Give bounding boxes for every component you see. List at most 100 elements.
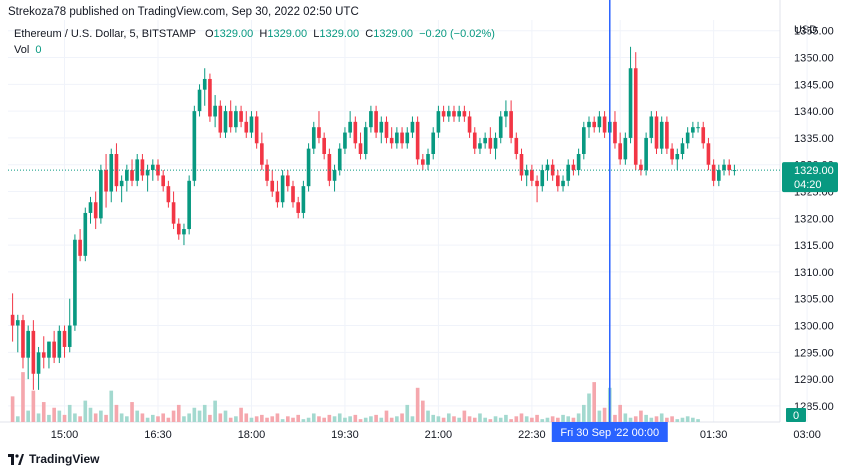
volume-tag (786, 408, 806, 422)
x-tick-label: 21:00 (425, 429, 453, 441)
high-value: 1329.00 (267, 28, 308, 40)
candle-body (317, 127, 321, 138)
volume-bar (545, 417, 550, 422)
volume-bar (343, 417, 347, 422)
volume-bar (504, 414, 508, 422)
y-tick-label: 1335.00 (794, 133, 834, 145)
volume-bar (306, 417, 311, 422)
crosshair-time-label: Fri 30 Sep '22 00:00 (560, 427, 659, 439)
volume-bar (452, 416, 456, 422)
volume-bar (384, 410, 389, 422)
candle-body (280, 175, 285, 203)
volume-legend: Vol 0 (14, 44, 42, 56)
candle-body (57, 330, 62, 358)
volume-bar (597, 410, 602, 422)
volume-bar (654, 416, 659, 422)
candle-body (244, 121, 249, 133)
candle-body (337, 148, 342, 171)
volume-bar (104, 414, 108, 422)
candle-body (182, 229, 186, 235)
volume-bar (99, 410, 103, 422)
volume-bar (156, 416, 160, 422)
change-value: −0.20 (−0.02%) (419, 28, 495, 40)
candle-body (93, 202, 98, 219)
candle-body (618, 143, 622, 160)
candle-body (166, 186, 171, 203)
candle-body (504, 111, 508, 117)
volume-bar (478, 413, 482, 422)
candle-body (150, 164, 155, 171)
candle-body (571, 164, 576, 171)
candle-body (67, 325, 72, 347)
candle-body (228, 111, 233, 128)
candle-body (234, 111, 238, 128)
candle-body (675, 154, 680, 160)
volume-bar (73, 413, 77, 422)
volume-bar (602, 407, 607, 422)
candle-body (15, 320, 20, 326)
candle-body (691, 127, 695, 133)
volume-bar (639, 410, 643, 422)
low-value: 1329.00 (319, 28, 360, 40)
candle-body (197, 89, 202, 112)
volume-bar (348, 416, 352, 422)
candle-body (457, 111, 461, 117)
volume-bar (467, 416, 472, 422)
volume-bar (426, 410, 430, 422)
candle-body (358, 143, 363, 154)
candle-body (680, 143, 685, 154)
candle-body (327, 154, 332, 181)
candle-body (644, 137, 648, 171)
volume-bar (234, 416, 238, 422)
candle-body (706, 143, 711, 165)
candle-body (711, 164, 716, 181)
currency-label: USD (794, 24, 817, 36)
volume-bar (665, 417, 669, 422)
candle-body (613, 121, 617, 144)
volume-bar (192, 407, 197, 422)
volume-bar (369, 416, 373, 422)
candle-body (488, 137, 493, 149)
volume-bar (633, 416, 638, 422)
candle-body (369, 111, 373, 128)
candle-body (83, 212, 88, 256)
candle-body (296, 202, 301, 213)
candle-body (218, 105, 223, 133)
volume-bar (623, 413, 628, 422)
volume-bar (431, 414, 436, 422)
volume-bar (421, 400, 425, 422)
tradingview-footer[interactable]: TradingView (8, 452, 99, 466)
candle-body (467, 116, 472, 133)
volume-bar (556, 417, 560, 422)
volume-bar (67, 404, 72, 422)
candle-body (104, 170, 108, 192)
volume-bar (685, 416, 690, 422)
candle-body (374, 111, 378, 133)
tradingview-brand: TradingView (29, 452, 100, 466)
candle-body (286, 175, 290, 187)
candle-body (62, 330, 67, 347)
x-tick-label: 01:30 (700, 429, 728, 441)
volume-bar (415, 387, 420, 422)
volume-bar (441, 417, 446, 422)
volume-bar (140, 413, 145, 422)
close-value: 1329.00 (373, 28, 413, 40)
candle-body (254, 116, 259, 144)
volume-bar (457, 417, 461, 422)
volume-bar (571, 417, 576, 422)
volume-bar (696, 419, 700, 422)
candle-body (99, 170, 103, 219)
candle-body (363, 127, 368, 154)
volume-label[interactable]: Vol (14, 44, 30, 56)
volume-bar (472, 417, 477, 422)
candle-body (633, 68, 638, 165)
candle-body (659, 121, 664, 149)
candle-body (602, 116, 607, 133)
candle-body (535, 180, 539, 187)
volume-bar (239, 407, 243, 422)
volume-bar (228, 417, 233, 422)
symbol-name[interactable]: Ethereum / U.S. Dollar, 5, BITSTAMP (14, 28, 196, 40)
low-label: L (313, 28, 320, 40)
volume-bar (519, 413, 524, 422)
